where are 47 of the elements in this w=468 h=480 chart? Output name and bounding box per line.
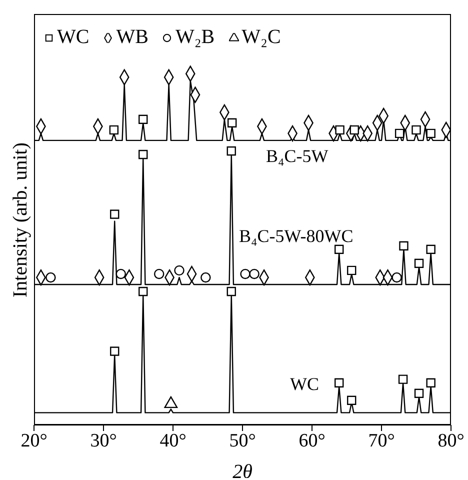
point <box>226 286 236 296</box>
point <box>116 268 126 280</box>
point <box>154 268 164 280</box>
point <box>398 374 408 384</box>
point <box>200 272 211 283</box>
point <box>414 388 424 398</box>
point <box>110 346 120 356</box>
point <box>227 118 237 128</box>
point <box>138 150 148 160</box>
point <box>426 128 436 138</box>
y-axis-title: Intensity (arb. unit) <box>10 142 32 297</box>
legend-label: W₂C <box>242 26 281 49</box>
x-tick-label: 20° <box>20 430 48 452</box>
point <box>392 272 402 283</box>
point <box>335 125 344 135</box>
legend-label: WB <box>116 26 148 49</box>
point <box>426 244 436 254</box>
point <box>46 272 56 283</box>
x-tick-label: 30° <box>90 430 117 452</box>
point <box>412 125 421 135</box>
point <box>399 241 408 250</box>
point <box>334 378 344 388</box>
legend-label: WC <box>57 26 90 49</box>
point <box>240 268 250 280</box>
x-tick-label: 80° <box>438 430 464 452</box>
x-tick-label: 40° <box>160 430 186 452</box>
point <box>110 210 120 219</box>
point <box>109 125 119 135</box>
point <box>426 378 436 388</box>
legend-label: W₂B <box>175 26 215 49</box>
point <box>138 286 148 296</box>
x-tick-label: 50° <box>229 430 256 452</box>
x-tick-label: 60° <box>298 430 326 452</box>
point <box>414 258 424 268</box>
point <box>138 114 148 124</box>
point <box>347 266 356 276</box>
series-label: B₄C-5W-80WC <box>239 226 354 247</box>
x-axis-title: 2θ <box>232 461 253 480</box>
point <box>249 268 260 280</box>
x-tick-label: 70° <box>368 430 395 452</box>
point <box>347 396 356 406</box>
point <box>394 128 404 138</box>
series-label: WC <box>290 374 319 395</box>
point <box>226 146 236 156</box>
point <box>350 125 359 135</box>
point <box>174 265 184 276</box>
series-label: B₄C-5W <box>266 146 328 167</box>
